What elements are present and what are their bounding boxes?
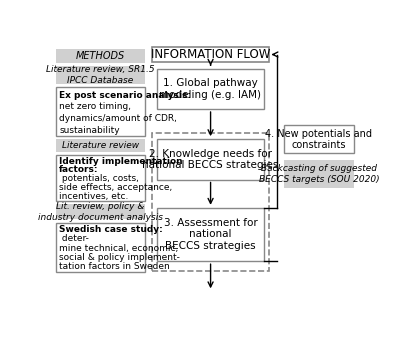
Text: 2. Knowledge needs for
national BECCS strategies: 2. Knowledge needs for national BECCS st… xyxy=(142,148,279,170)
Text: sustainability: sustainability xyxy=(59,126,120,135)
Text: 1. Global pathway
modeling (e.g. IAM): 1. Global pathway modeling (e.g. IAM) xyxy=(160,78,262,100)
Text: mine technical, economic,: mine technical, economic, xyxy=(59,244,178,253)
Bar xyxy=(284,160,354,188)
Text: 4. New potentials and
constraints: 4. New potentials and constraints xyxy=(266,128,372,150)
Text: Backcasting of suggested
BECCS targets (SOU 2020): Backcasting of suggested BECCS targets (… xyxy=(259,164,379,184)
Bar xyxy=(56,139,144,152)
Text: INFORMATION FLOW: INFORMATION FLOW xyxy=(151,48,270,61)
Text: deter-: deter- xyxy=(59,234,89,243)
Bar xyxy=(56,87,144,136)
Bar xyxy=(284,125,354,154)
Bar xyxy=(56,48,144,63)
Bar xyxy=(56,223,144,272)
Bar xyxy=(56,155,144,201)
Text: dynamics/amount of CDR,: dynamics/amount of CDR, xyxy=(59,114,177,123)
Bar xyxy=(157,208,264,261)
Text: side effects, acceptance,: side effects, acceptance, xyxy=(59,183,172,192)
Text: social & policy implement-: social & policy implement- xyxy=(59,253,180,262)
Text: tation factors in Sweden: tation factors in Sweden xyxy=(59,262,170,272)
Text: Identify implementation: Identify implementation xyxy=(59,157,183,165)
Bar xyxy=(152,133,270,271)
Bar xyxy=(56,66,144,84)
Bar xyxy=(152,47,268,62)
Text: Ex post scenario analysis:: Ex post scenario analysis: xyxy=(59,91,191,100)
Text: potentials, costs,: potentials, costs, xyxy=(59,174,139,183)
Text: incentives, etc.: incentives, etc. xyxy=(59,192,129,201)
Bar xyxy=(157,139,264,180)
Text: METHODS: METHODS xyxy=(76,51,125,61)
Text: Lit. review, policy &
industry document analysis: Lit. review, policy & industry document … xyxy=(38,202,163,222)
Text: Literature review: Literature review xyxy=(62,141,139,150)
Text: Swedish case study:: Swedish case study: xyxy=(59,225,163,234)
Bar xyxy=(157,68,264,109)
Text: 3. Assessment for
national
BECCS strategies: 3. Assessment for national BECCS strateg… xyxy=(164,218,257,251)
Text: factors:: factors: xyxy=(59,165,99,175)
Text: net zero timing,: net zero timing, xyxy=(59,102,131,111)
Bar xyxy=(56,204,144,219)
Text: Literature review, SR1.5
IPCC Database: Literature review, SR1.5 IPCC Database xyxy=(46,65,155,84)
